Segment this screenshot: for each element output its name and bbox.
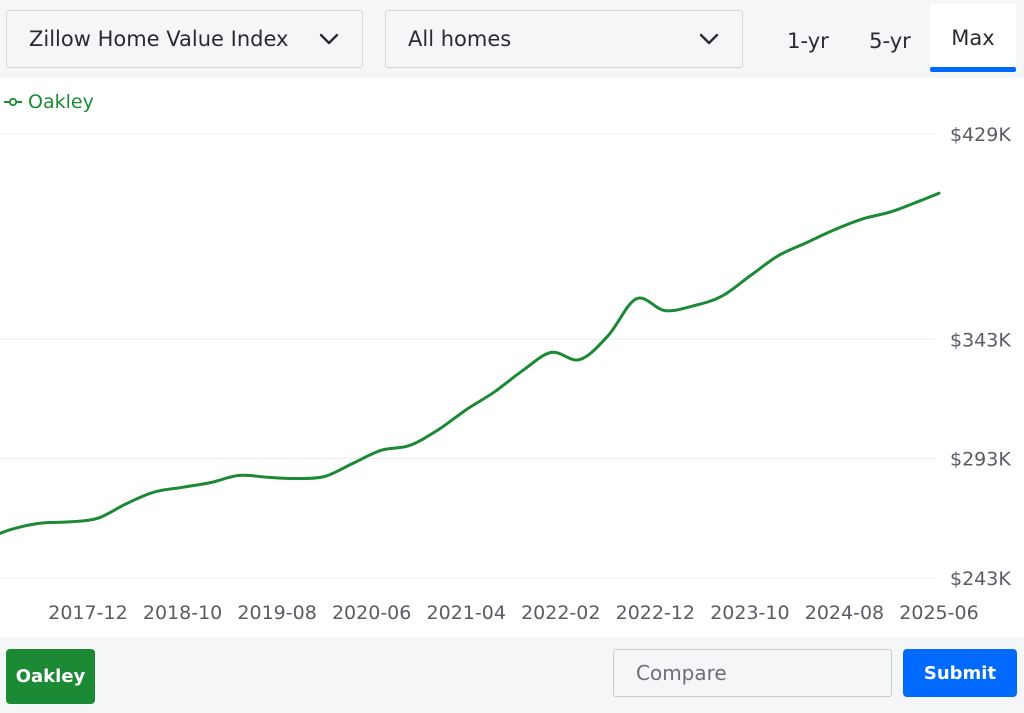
series-line-oakley[interactable] <box>0 191 941 540</box>
y-tick-label: $343K <box>950 329 1011 351</box>
x-axis: 2017-12 2018-10 2019-08 2020-06 2021-04 2022-… <box>48 602 978 624</box>
compare-input[interactable] <box>613 649 892 697</box>
x-tick-label: 2019-08 <box>237 602 316 624</box>
home-type-dropdown[interactable]: All homes <box>385 10 743 68</box>
chevron-down-icon <box>319 33 339 45</box>
range-5yr-label: 5-yr <box>869 29 911 53</box>
submit-button[interactable]: Submit <box>903 649 1017 697</box>
x-tick-label: 2024-08 <box>805 602 884 624</box>
location-chip-label: Oakley <box>15 666 86 687</box>
legend-series-label: Oakley <box>28 91 94 113</box>
y-tick-label: $243K <box>950 568 1011 590</box>
x-tick-label: 2021-04 <box>427 602 506 624</box>
y-tick-label: $293K <box>950 449 1011 471</box>
home-type-dropdown-label: All homes <box>408 27 512 51</box>
gridlines <box>0 133 935 579</box>
location-chip-oakley[interactable]: Oakley <box>6 649 95 704</box>
x-tick-label: 2022-12 <box>616 602 695 624</box>
y-axis: $243K $293K $343K $429K <box>950 124 1011 590</box>
chart-panel <box>0 78 1024 637</box>
range-5yr-button[interactable]: 5-yr <box>852 10 928 72</box>
legend-line-marker-icon <box>4 97 22 107</box>
metric-dropdown[interactable]: Zillow Home Value Index <box>6 10 363 68</box>
x-tick-label: 2020-06 <box>332 602 411 624</box>
range-1yr-label: 1-yr <box>787 29 829 53</box>
y-tick-label: $429K <box>950 124 1011 146</box>
home-value-chart: $243K $293K $343K $429K 2017-12 2018-10 2019-… <box>0 124 1011 624</box>
x-tick-label: 2023-10 <box>710 602 789 624</box>
x-tick-label: 2022-02 <box>521 602 600 624</box>
series-layer <box>0 191 941 540</box>
range-1yr-button[interactable]: 1-yr <box>772 10 844 72</box>
x-tick-label: 2025-06 <box>899 602 978 624</box>
chevron-down-icon <box>699 33 719 45</box>
x-tick-label: 2017-12 <box>48 602 127 624</box>
active-range-indicator <box>930 67 1016 72</box>
x-tick-label: 2018-10 <box>143 602 222 624</box>
range-max-label: Max <box>951 26 995 50</box>
metric-dropdown-label: Zillow Home Value Index <box>29 27 289 51</box>
chart-legend[interactable]: Oakley <box>4 91 94 113</box>
range-max-button[interactable]: Max <box>930 4 1016 72</box>
